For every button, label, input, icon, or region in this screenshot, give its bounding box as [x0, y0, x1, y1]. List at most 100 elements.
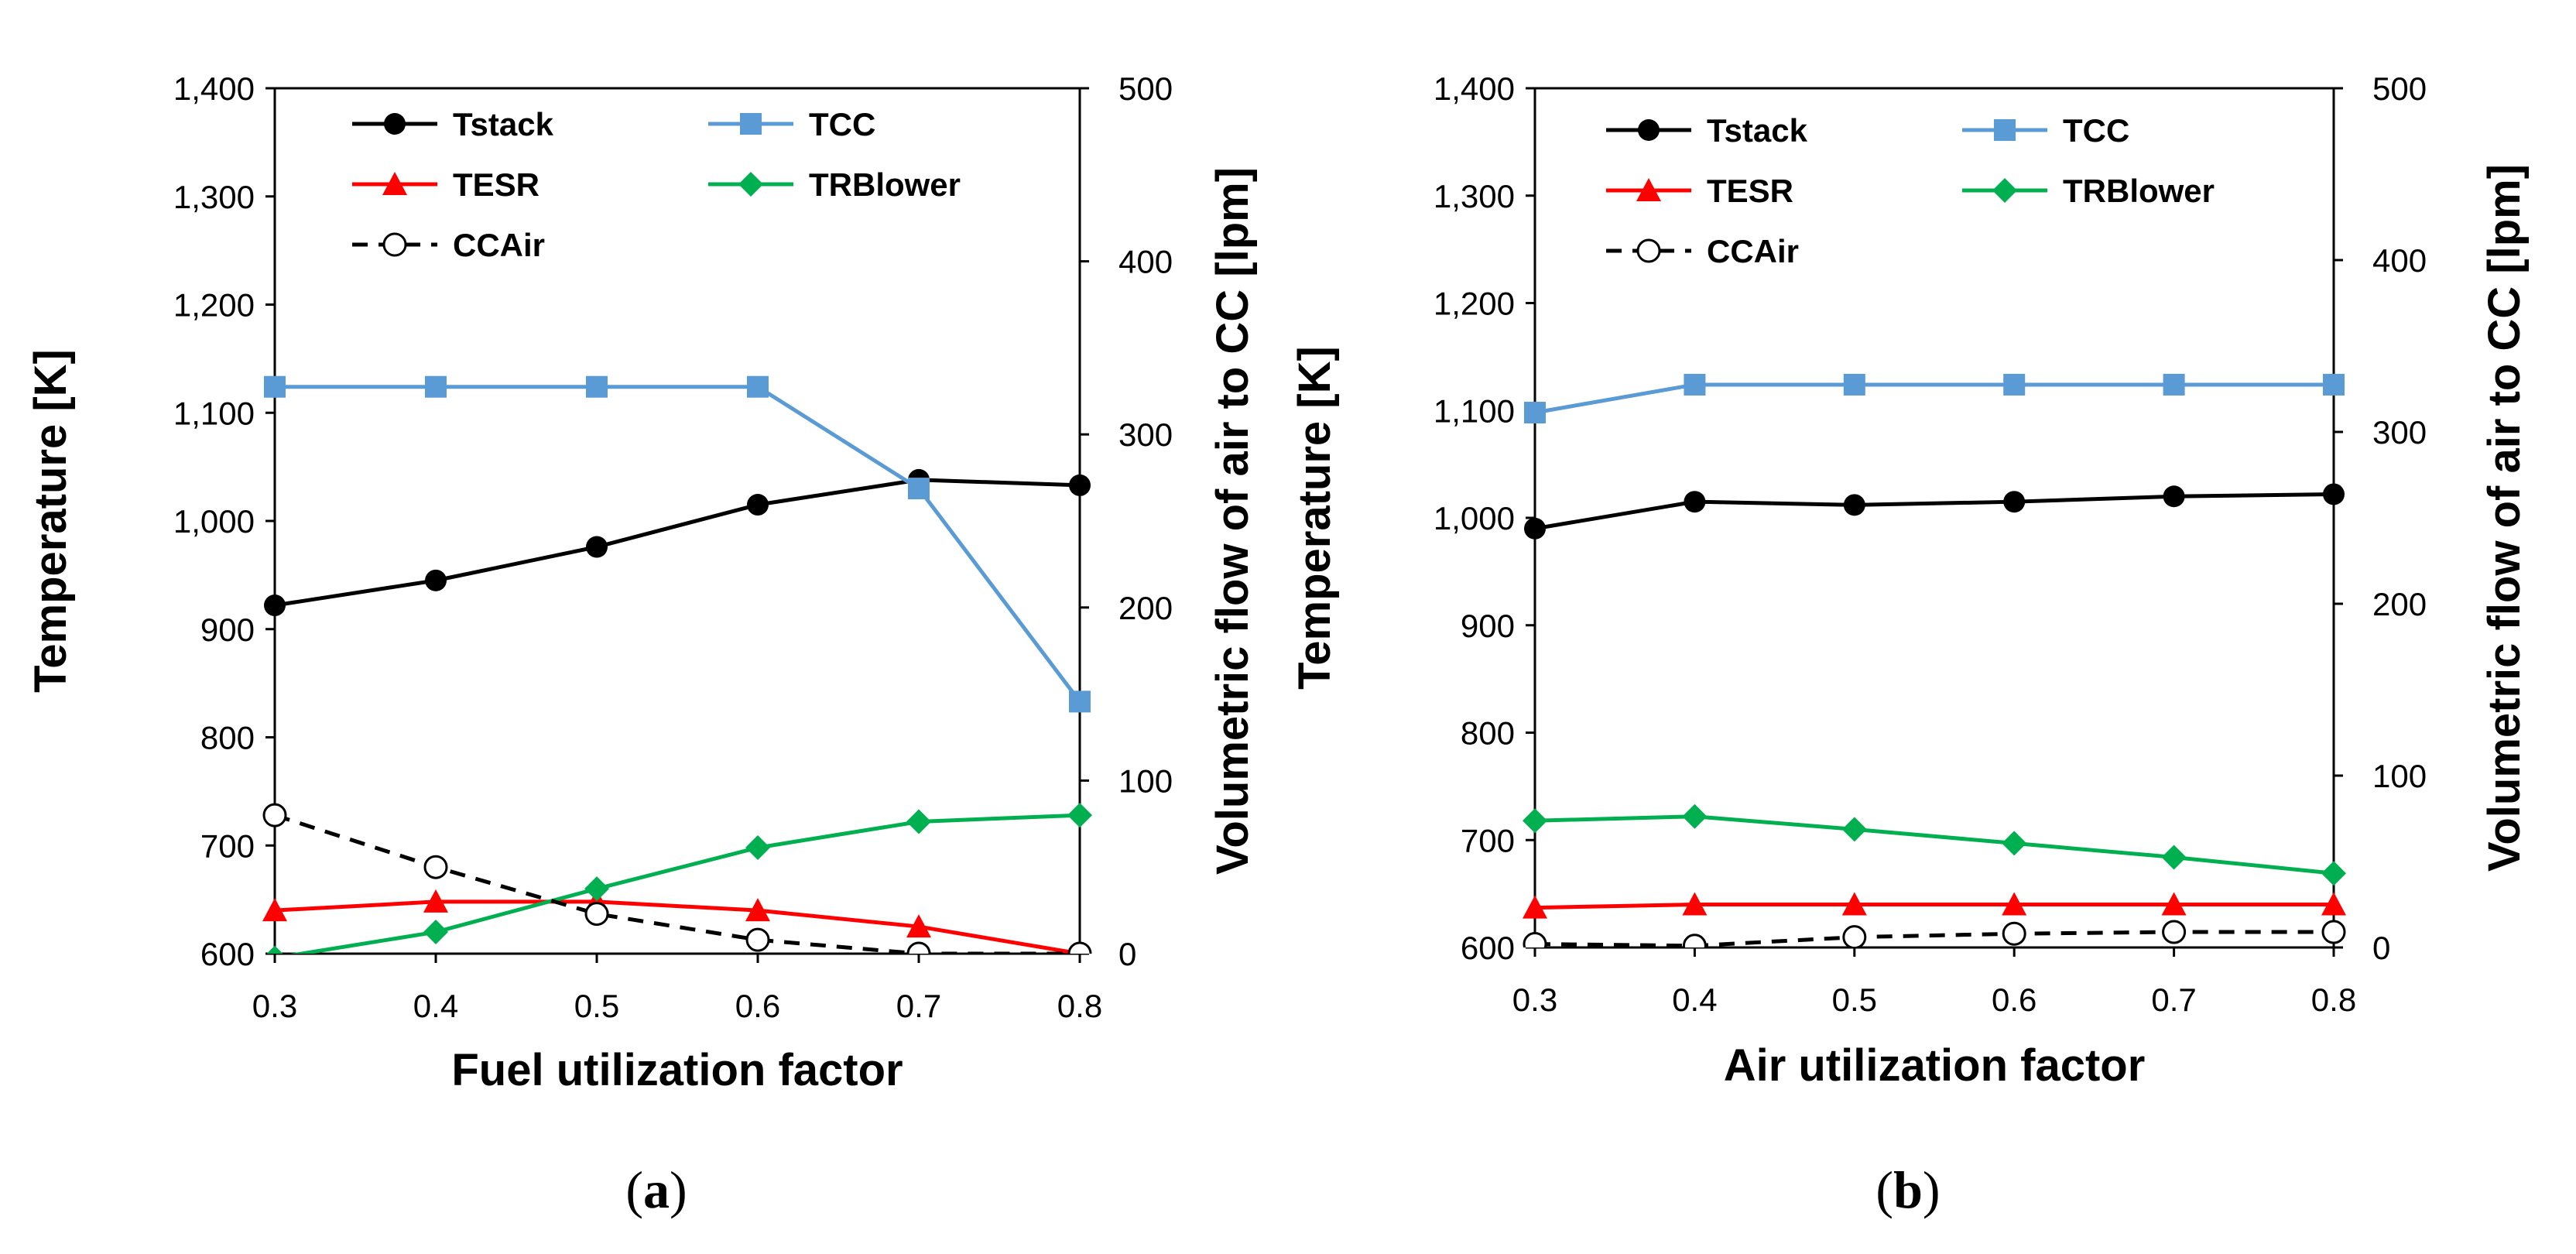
y-tick-label: 600	[1461, 930, 1515, 966]
data-point-ccair	[584, 902, 609, 927]
data-point-tcc	[425, 375, 447, 398]
y-tick-label: 1,400	[173, 70, 255, 107]
y-tick-label: 1,000	[173, 503, 255, 540]
series-trblower	[266, 803, 1092, 954]
data-point-ccair	[2002, 921, 2026, 946]
y-tick-label: 700	[1461, 822, 1515, 858]
legend-label-tesr: TESR	[1707, 173, 1793, 209]
y-tick-label: 900	[200, 612, 255, 648]
data-point-tesr	[906, 914, 931, 938]
y2-tick-label: 400	[1118, 244, 1173, 280]
data-point-tstack	[264, 594, 286, 617]
data-point-tcc	[2323, 373, 2345, 396]
series-line-ccair	[274, 813, 1080, 954]
data-point-tcc	[1069, 690, 1091, 713]
data-point-trblower	[906, 809, 931, 834]
chart-panel-a: 600 700 800 900 1,000 1,100 1,200 1,300 1,400 0 10…	[26, 70, 1258, 1219]
legend-label-ccair: CCAir	[1707, 233, 1799, 269]
y2-tick-label: 200	[2372, 586, 2427, 622]
data-point-ccair	[1067, 941, 1092, 954]
panel-caption-letter: a	[643, 1160, 670, 1219]
series-tcc	[264, 375, 1091, 713]
data-point-tstack	[1524, 517, 1546, 540]
x-tick-label: 0.7	[2151, 982, 2196, 1018]
data-point-tcc	[1843, 373, 1865, 396]
y2-tick-label: 300	[2372, 414, 2427, 451]
data-point-tstack	[586, 536, 608, 558]
y-tick-label: 1,200	[173, 287, 255, 324]
data-point-ccair	[2321, 920, 2346, 944]
x-tick-label: 0.7	[896, 988, 941, 1024]
data-point-ccair	[906, 941, 931, 954]
y2-tick-label: 400	[2372, 242, 2427, 279]
y-tick-label: 1,100	[173, 395, 255, 431]
series-line-tstack	[274, 478, 1081, 608]
data-point-tstack	[747, 494, 769, 516]
data-point-tstack	[2003, 491, 2026, 513]
data-point-trblower	[1523, 808, 1547, 834]
data-point-trblower	[266, 945, 283, 954]
panel-caption-letter: b	[1893, 1160, 1923, 1219]
x-tick-label: 0.4	[1672, 982, 1717, 1018]
y2-tick-label: 500	[1118, 70, 1173, 107]
y-tick-label: 1,100	[1434, 392, 1515, 429]
plot-area	[1523, 373, 2346, 947]
legend-marker-tstack	[384, 113, 406, 135]
data-point-tesr	[2002, 892, 2027, 916]
y2-tick-label: 0	[1118, 936, 1136, 972]
data-point-ccair	[1523, 932, 1547, 947]
legend-marker-tstack	[1638, 119, 1660, 141]
series-ccair	[262, 803, 1092, 954]
legend-label-ccair: CCAir	[453, 227, 545, 263]
y2-tick-label: 300	[1118, 416, 1173, 453]
series-line-tstack	[1534, 492, 2334, 531]
plot-frame	[273, 87, 1081, 955]
y2-tick-label: 200	[1118, 590, 1173, 626]
data-point-tesr	[2321, 892, 2346, 916]
data-point-tstack	[425, 569, 447, 591]
x-tick-label: 0.4	[413, 988, 458, 1024]
x-tick-label: 0.6	[735, 988, 780, 1024]
legend-label-tstack: Tstack	[453, 106, 554, 142]
data-point-tcc	[264, 375, 286, 398]
legend-marker-trblower	[1992, 178, 2017, 203]
data-point-tesr	[1682, 892, 1708, 916]
panel-caption: (b)	[1875, 1160, 1940, 1219]
x-tick-label: 0.3	[1512, 982, 1557, 1018]
series-tstack	[1524, 483, 2345, 540]
x-tick-label: 0.3	[252, 988, 297, 1024]
x-tick-label: 0.8	[1057, 988, 1102, 1024]
series-line-tesr	[274, 899, 1081, 954]
legend-label-tstack: Tstack	[1707, 112, 1808, 149]
data-point-tstack	[1843, 494, 1865, 516]
data-point-ccair	[423, 855, 448, 879]
data-point-tcc	[747, 375, 769, 398]
data-point-tesr	[2161, 892, 2187, 916]
data-point-ccair	[745, 927, 770, 952]
legend-marker-tesr	[1636, 178, 1661, 201]
series-line-trblower	[1534, 814, 2334, 875]
data-point-tcc	[908, 478, 930, 500]
y-tick-label: 1,400	[1434, 70, 1515, 107]
series-line-tesr	[1534, 903, 2334, 910]
legend-label-tcc: TCC	[809, 106, 875, 142]
data-point-tesr	[745, 898, 770, 922]
panel-caption: (a)	[625, 1160, 687, 1219]
y2-axis-title: Volumetric flow of air to CC [lpm]	[2479, 164, 2530, 872]
data-point-tcc	[1524, 402, 1546, 424]
legend-marker-ccair	[382, 232, 407, 257]
data-point-tesr	[262, 898, 287, 922]
y-tick-label: 700	[200, 827, 255, 864]
legend-label-tesr: TESR	[453, 166, 540, 203]
y-tick-label: 1,000	[1434, 500, 1515, 536]
y-tick-label: 800	[1461, 715, 1515, 752]
y-axis-title: Temperature [K]	[1290, 346, 1340, 690]
series-tstack	[264, 468, 1091, 617]
data-point-trblower	[584, 876, 609, 902]
data-point-tcc	[1684, 373, 1706, 396]
data-point-trblower	[2321, 861, 2346, 886]
data-point-tesr	[423, 889, 448, 913]
y2-tick-label: 100	[1118, 762, 1173, 799]
data-point-trblower	[423, 920, 448, 945]
plot-area	[262, 375, 1092, 954]
